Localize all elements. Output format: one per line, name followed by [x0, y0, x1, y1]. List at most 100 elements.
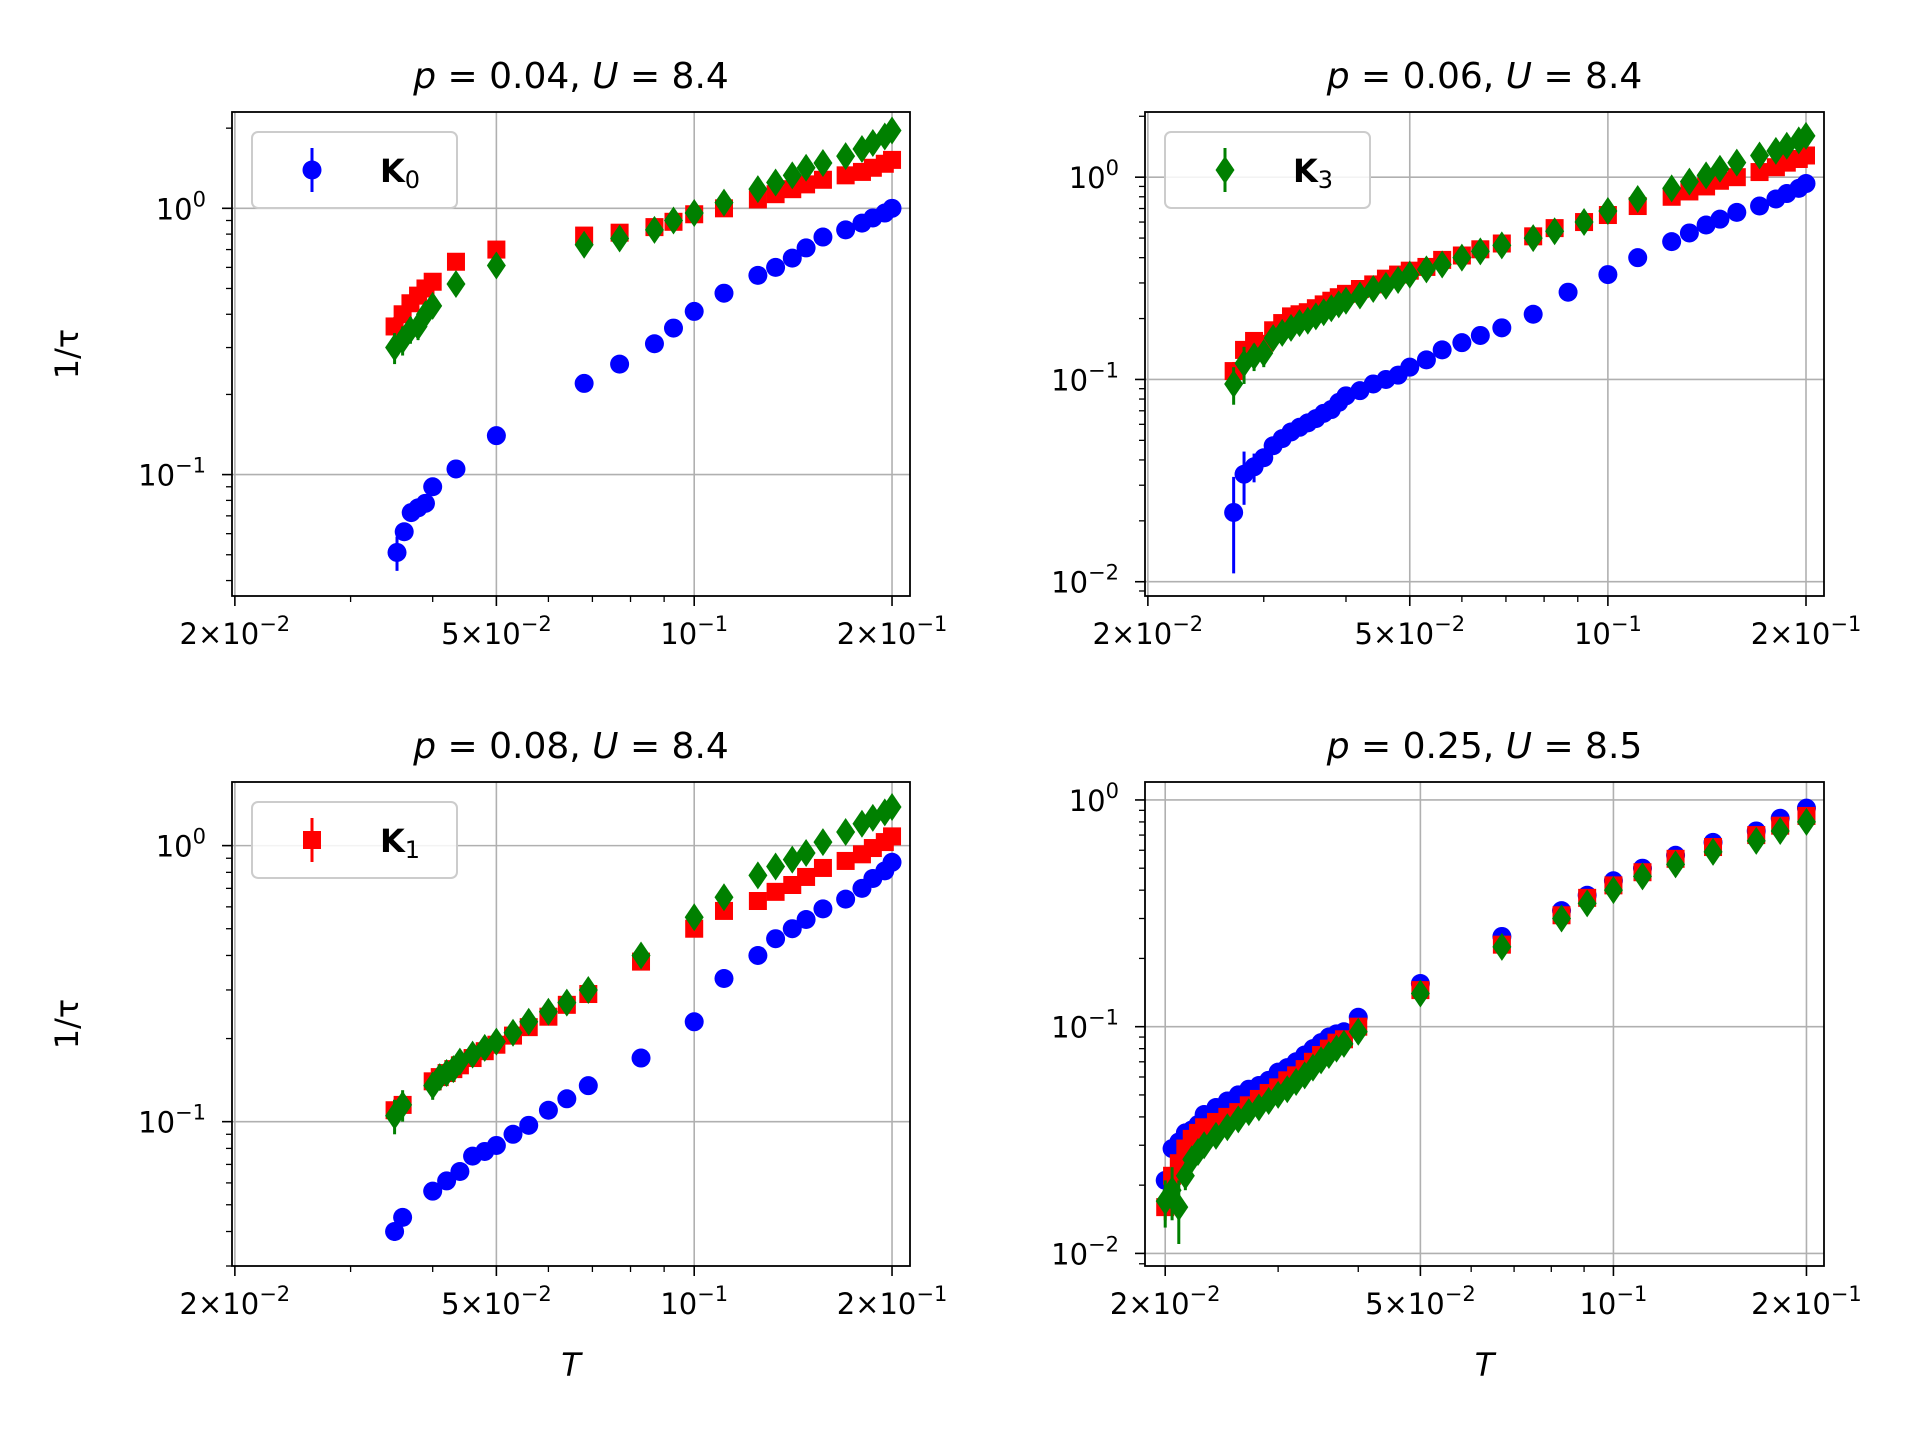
- data-point-K3: [714, 188, 734, 217]
- legend-box: [251, 131, 458, 209]
- data-layer: [1155, 798, 1816, 1245]
- title-u-value: = 8.5: [1532, 726, 1642, 767]
- data-point-K3: [684, 199, 704, 228]
- data-point-K0: [1558, 282, 1578, 302]
- tick-base: 10: [1051, 566, 1088, 600]
- data-point-K1: [883, 150, 902, 169]
- title-u-symbol: U: [1506, 726, 1532, 767]
- data-point-K0: [1400, 357, 1420, 377]
- data-point-K3: [578, 975, 598, 1004]
- tick-exponent: −2: [259, 612, 290, 636]
- axes-frame: [231, 111, 911, 597]
- data-point-K0: [450, 1161, 470, 1181]
- x-tick-label: 10−1: [660, 612, 728, 651]
- title-p-symbol: p: [412, 56, 436, 97]
- legend: K0: [251, 131, 458, 209]
- data-point-K3: [538, 997, 558, 1026]
- tick-mantissa: 2×10: [180, 617, 260, 651]
- data-point-K0: [486, 426, 506, 446]
- data-point-K3: [684, 903, 704, 932]
- data-point-K1: [1727, 168, 1746, 187]
- tick-base: 10: [1051, 363, 1088, 397]
- data-point-K3: [1334, 1029, 1354, 1058]
- title-u-value: = 8.4: [1532, 56, 1642, 97]
- data-point-K3: [1254, 339, 1274, 368]
- data-point-K3: [1662, 174, 1682, 203]
- data-point-K0: [610, 354, 630, 374]
- data-point-K0: [782, 248, 802, 268]
- data-point-K3: [1224, 369, 1244, 398]
- data-point-K3: [1492, 231, 1512, 260]
- legend-label-main: K: [380, 152, 406, 190]
- panel-title: p = 0.25, U = 8.5: [1326, 726, 1643, 767]
- x-tick-label: 2×10−2: [180, 1282, 291, 1321]
- data-point-K3: [1770, 816, 1790, 845]
- data-point-K1: [813, 170, 832, 189]
- legend-marker: [1215, 156, 1235, 184]
- data-point-K0: [385, 1222, 405, 1242]
- tick-exponent: −2: [1088, 561, 1119, 585]
- data-point-K3: [486, 1027, 506, 1056]
- data-point-K3: [766, 852, 786, 881]
- series-K1: [1156, 806, 1816, 1221]
- tick-base: 10: [156, 830, 193, 864]
- data-point-K0: [882, 852, 902, 872]
- tick-mantissa: 2×10: [1751, 1287, 1831, 1321]
- data-point-K1: [423, 272, 442, 291]
- data-point-K0: [574, 373, 594, 393]
- legend-box: [1164, 131, 1371, 209]
- data-point-K3: [766, 168, 786, 197]
- data-point-K0: [446, 459, 466, 479]
- data-point-K3: [1632, 862, 1652, 891]
- data-point-K3: [1523, 224, 1543, 253]
- tick-base: 10: [138, 459, 175, 493]
- series-K1: [385, 827, 902, 1122]
- tick-mantissa: 2×10: [180, 1287, 260, 1321]
- data-point-K3: [882, 116, 902, 145]
- data-point-K3: [1552, 904, 1572, 933]
- tick-exponent: −1: [175, 1101, 206, 1125]
- tick-mantissa: 2×10: [837, 617, 917, 651]
- data-point-K3: [1750, 141, 1770, 170]
- title-p-symbol: p: [1326, 726, 1350, 767]
- data-layer: [385, 116, 902, 571]
- data-point-K3: [1416, 255, 1436, 284]
- y-tick-label: 10−1: [1051, 358, 1119, 397]
- data-point-K1: [783, 875, 802, 894]
- data-point-K3: [1577, 889, 1597, 918]
- legend-label: K1: [380, 822, 420, 864]
- data-point-K3: [748, 175, 768, 204]
- data-point-K0: [578, 1076, 598, 1096]
- data-point-K3: [1727, 148, 1747, 177]
- data-point-K3: [1363, 275, 1383, 304]
- data-point-K3: [882, 793, 902, 822]
- title-u-symbol: U: [592, 726, 618, 767]
- data-point-K0: [503, 1124, 523, 1144]
- tick-mantissa: 2×10: [837, 1287, 917, 1321]
- legend-label-subscript: 3: [1318, 166, 1333, 194]
- y-tick-label: 10−1: [138, 454, 206, 493]
- data-point-K3: [446, 269, 466, 298]
- data-point-K3: [1710, 154, 1730, 183]
- tick-mantissa: 10: [660, 617, 697, 651]
- tick-mantissa: 10: [660, 1287, 697, 1321]
- data-point-K1: [487, 240, 506, 259]
- data-point-K0: [1523, 304, 1543, 324]
- tick-exponent: 0: [193, 825, 206, 849]
- data-point-K3: [1796, 121, 1816, 150]
- x-tick-label: 2×10−2: [1110, 1282, 1221, 1321]
- tick-exponent: 0: [1106, 779, 1119, 803]
- legend-label: K3: [1293, 152, 1333, 194]
- legend: K3: [1164, 131, 1371, 209]
- data-point-K0: [1432, 340, 1452, 360]
- x-tick-label: 2×10−1: [1751, 612, 1862, 651]
- tick-exponent: −1: [916, 1282, 947, 1306]
- tick-base: 10: [138, 1106, 175, 1140]
- data-point-K3: [748, 861, 768, 890]
- legend-box: [251, 801, 458, 879]
- title-p-value: = 0.04,: [436, 56, 592, 97]
